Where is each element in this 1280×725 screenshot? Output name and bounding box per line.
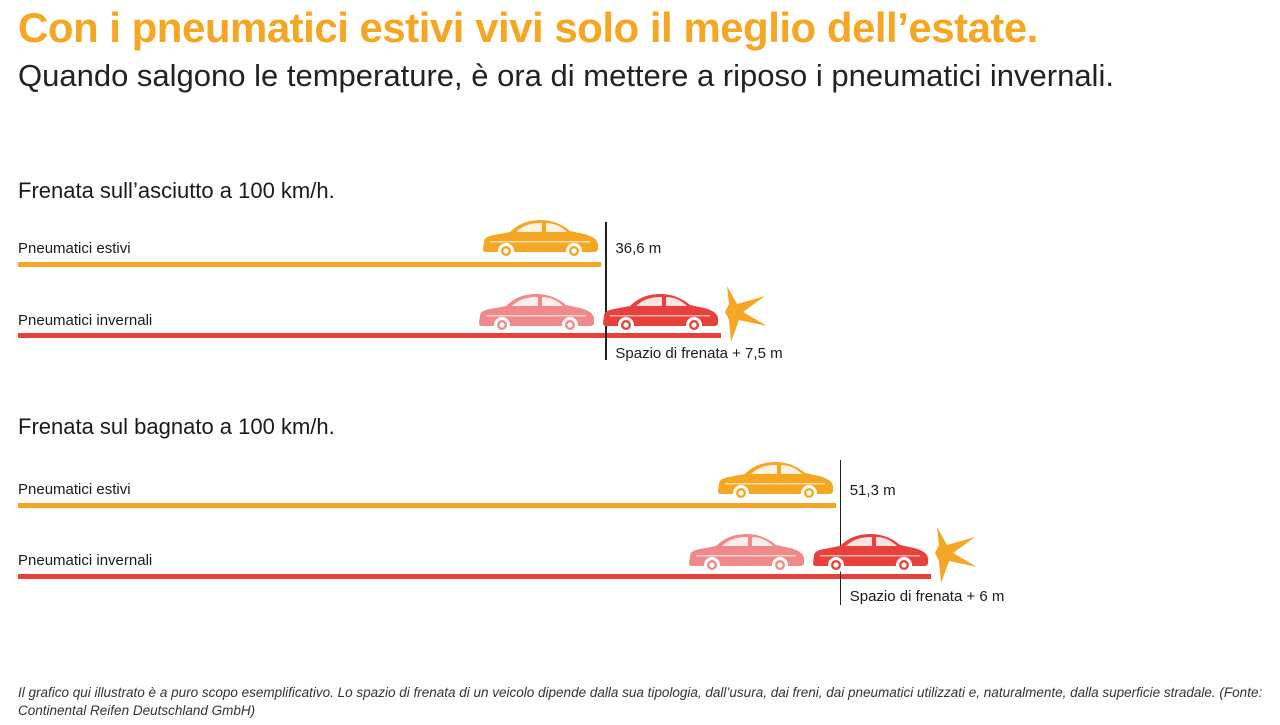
extra-distance-label: Spazio di frenata + 7,5 m xyxy=(615,345,783,362)
car-icon xyxy=(478,294,594,333)
car-icon xyxy=(483,220,599,259)
page-title: Con i pneumatici estivi vivi solo il meg… xyxy=(18,4,1038,51)
stop-marker-line xyxy=(839,460,842,605)
summer-distance-label: 51,3 m xyxy=(849,482,896,499)
bar-winter xyxy=(18,574,932,579)
category-label-winter: Pneumatici invernali xyxy=(18,312,153,329)
bar-winter xyxy=(18,333,721,338)
impact-burst-icon xyxy=(935,527,978,583)
summer-distance-label: 36,6 m xyxy=(615,240,662,257)
car-icon xyxy=(813,534,929,573)
chart-title: Frenata sull’asciutto a 100 km/h. xyxy=(18,178,335,203)
bar-summer xyxy=(18,503,836,508)
extra-distance-label: Spazio di frenata + 6 m xyxy=(849,588,1005,605)
chart-title: Frenata sul bagnato a 100 km/h. xyxy=(18,414,335,439)
bar-summer xyxy=(18,262,602,267)
category-label-summer: Pneumatici estivi xyxy=(18,240,131,257)
page-subtitle: Quando salgono le temperature, è ora di … xyxy=(18,58,1114,93)
footnote: Il grafico qui illustrato è a puro scopo… xyxy=(18,685,1263,718)
impact-burst-icon xyxy=(724,286,767,342)
category-label-summer: Pneumatici estivi xyxy=(18,481,131,498)
car-icon xyxy=(717,462,833,501)
category-label-winter: Pneumatici invernali xyxy=(18,552,153,569)
car-icon xyxy=(689,534,805,573)
car-icon xyxy=(602,294,718,333)
stop-marker-line xyxy=(605,222,607,360)
